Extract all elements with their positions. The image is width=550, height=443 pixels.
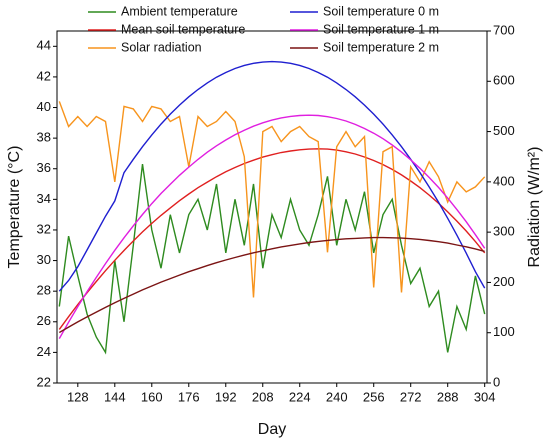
y-tick-label: 24 — [37, 344, 51, 359]
legend-label: Solar radiation — [121, 40, 202, 54]
y2-tick-label: 500 — [493, 123, 515, 138]
series-line — [58, 164, 486, 355]
y2-tick-label: 700 — [493, 22, 515, 37]
legend-label: Soil temperature 0 m — [323, 4, 439, 18]
x-tick-label: 192 — [215, 389, 237, 404]
x-tick-label: 224 — [289, 389, 311, 404]
x-tick-label: 304 — [474, 389, 496, 404]
y2-tick-label: 200 — [493, 274, 515, 289]
legend-label: Ambient temperature — [121, 4, 238, 18]
y2-tick-label: 600 — [493, 73, 515, 88]
legend-label: Soil temperature 1 m — [323, 22, 439, 36]
y-tick-label: 34 — [37, 191, 51, 206]
x-tick-label: 288 — [437, 389, 459, 404]
legend-label: Mean soil temperature — [121, 22, 245, 36]
x-tick-label: 208 — [252, 389, 274, 404]
y-tick-label: 42 — [37, 68, 51, 83]
y-tick-label: 44 — [37, 38, 51, 53]
y2-tick-label: 0 — [493, 374, 500, 389]
y-tick-label: 40 — [37, 99, 51, 114]
plot-frame — [56, 30, 488, 384]
y-tick-label: 26 — [37, 313, 51, 328]
y2-tick-label: 100 — [493, 324, 515, 339]
y-tick-label: 38 — [37, 130, 51, 145]
series-line — [58, 148, 486, 330]
x-tick-label: 240 — [326, 389, 348, 404]
x-tick-label: 256 — [363, 389, 385, 404]
y-tick-label: 22 — [37, 374, 51, 389]
series-line — [58, 60, 486, 292]
x-axis-label: Day — [258, 421, 286, 438]
y-tick-label: 36 — [37, 160, 51, 175]
y2-tick-label: 400 — [493, 173, 515, 188]
x-tick-label: 144 — [104, 389, 126, 404]
x-tick-label: 160 — [141, 389, 163, 404]
y-axis-label: Temperature (°C) — [6, 146, 23, 269]
series-line — [58, 114, 486, 339]
y-tick-label: 28 — [37, 283, 51, 298]
y2-axis-label: Radiation (W/m²) — [526, 147, 543, 268]
legend-label: Soil temperature 2 m — [323, 40, 439, 54]
series-line — [58, 101, 486, 298]
x-tick-label: 128 — [67, 389, 89, 404]
y2-tick-label: 300 — [493, 224, 515, 239]
series-line — [58, 236, 485, 334]
y-tick-label: 32 — [37, 221, 51, 236]
y-tick-label: 30 — [37, 252, 51, 267]
x-tick-label: 176 — [178, 389, 200, 404]
x-tick-label: 272 — [400, 389, 422, 404]
